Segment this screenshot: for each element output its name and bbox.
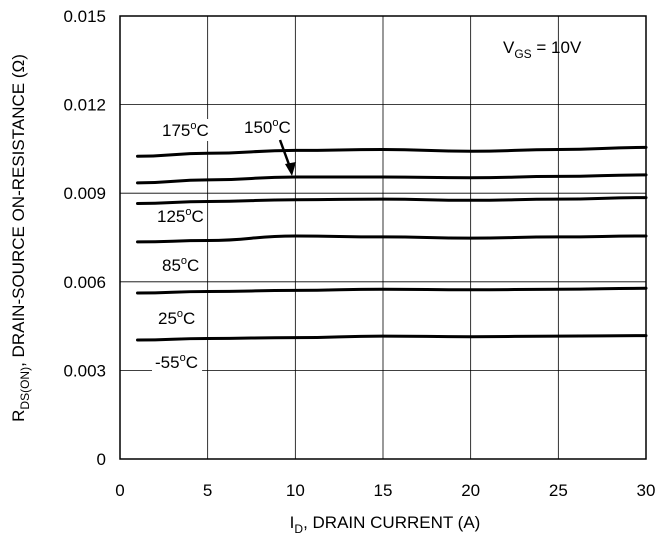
x-tick-label: 20 — [461, 481, 480, 500]
y-axis-title: RDS(ON), DRAIN-SOURCE ON-RESISTANCE (Ω) — [9, 54, 32, 422]
series-label-background — [155, 307, 195, 329]
condition-label: VGS = 10V — [503, 38, 582, 61]
series-label: 175oC — [162, 120, 209, 140]
series-label-background — [159, 119, 210, 141]
series-label: 25oC — [158, 308, 195, 328]
series-line — [136, 196, 648, 205]
x-tick-label: 15 — [374, 481, 393, 500]
y-tick-label: 0.012 — [63, 96, 106, 115]
series-label-background — [152, 351, 203, 373]
series-line — [136, 234, 648, 244]
series-label: 150oC — [244, 117, 291, 137]
series-lines — [136, 145, 648, 342]
x-tick-label: 10 — [286, 481, 305, 500]
tick-labels: 0 5 10 15 20 25 30 0 0.003 0.006 0.009 0.012 0.015 — [63, 7, 655, 500]
x-axis-title: ID, DRAIN CURRENT (A) — [290, 513, 481, 535]
series-line — [136, 145, 648, 158]
y-tick-label: 0.015 — [63, 7, 106, 26]
y-tick-label: 0.009 — [63, 184, 106, 203]
series-label: 125oC — [157, 206, 204, 226]
y-tick-label: 0 — [97, 450, 106, 469]
label-arrow — [278, 139, 296, 176]
series-line — [136, 334, 648, 342]
series-label: -55oC — [155, 352, 198, 372]
y-tick-label: 0.006 — [63, 273, 106, 292]
series-label-background — [241, 116, 292, 138]
x-tick-label: 30 — [637, 481, 656, 500]
x-tick-label: 0 — [115, 481, 124, 500]
series-line — [136, 173, 648, 185]
x-tick-label: 25 — [549, 481, 568, 500]
y-tick-label: 0.003 — [63, 361, 106, 380]
series-line — [136, 286, 648, 295]
series-label-background — [154, 205, 205, 227]
series-labels: -55oC 25oC 85oC 125oC 150oC 175oC — [152, 116, 292, 373]
series-label-background — [159, 254, 199, 276]
series-label: 85oC — [162, 255, 199, 275]
plot-frame — [119, 15, 647, 460]
x-tick-label: 5 — [203, 481, 212, 500]
